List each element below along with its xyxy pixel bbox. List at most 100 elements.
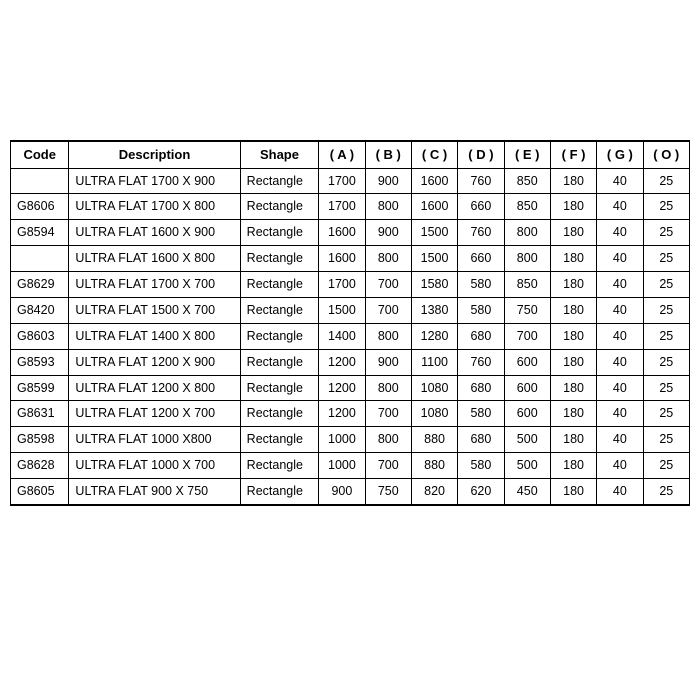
table-row: G8628ULTRA FLAT 1000 X 700Rectangle10007…: [11, 453, 690, 479]
header-F: ( F ): [550, 141, 596, 168]
cell-E: 600: [504, 375, 550, 401]
table-row: ULTRA FLAT 1600 X 800Rectangle1600800150…: [11, 246, 690, 272]
cell-A: 1700: [319, 272, 365, 298]
cell-D: 620: [458, 479, 504, 505]
cell-G: 40: [597, 297, 643, 323]
cell-desc: ULTRA FLAT 1000 X800: [69, 427, 240, 453]
cell-E: 850: [504, 194, 550, 220]
header-E: ( E ): [504, 141, 550, 168]
cell-D: 580: [458, 401, 504, 427]
cell-F: 180: [550, 453, 596, 479]
cell-A: 1500: [319, 297, 365, 323]
cell-C: 1600: [411, 168, 457, 194]
cell-desc: ULTRA FLAT 1200 X 900: [69, 349, 240, 375]
cell-B: 800: [365, 246, 411, 272]
cell-C: 1100: [411, 349, 457, 375]
table-row: G8603ULTRA FLAT 1400 X 800Rectangle14008…: [11, 323, 690, 349]
cell-F: 180: [550, 349, 596, 375]
cell-B: 800: [365, 375, 411, 401]
cell-A: 1400: [319, 323, 365, 349]
cell-G: 40: [597, 453, 643, 479]
cell-E: 850: [504, 272, 550, 298]
cell-D: 580: [458, 297, 504, 323]
cell-desc: ULTRA FLAT 1700 X 900: [69, 168, 240, 194]
cell-B: 700: [365, 453, 411, 479]
header-G: ( G ): [597, 141, 643, 168]
cell-shape: Rectangle: [240, 427, 319, 453]
cell-code: G8629: [11, 272, 69, 298]
cell-code: G8593: [11, 349, 69, 375]
cell-shape: Rectangle: [240, 453, 319, 479]
header-desc: Description: [69, 141, 240, 168]
cell-shape: Rectangle: [240, 375, 319, 401]
cell-desc: ULTRA FLAT 1200 X 800: [69, 375, 240, 401]
cell-B: 800: [365, 323, 411, 349]
cell-desc: ULTRA FLAT 1700 X 800: [69, 194, 240, 220]
cell-code: G8598: [11, 427, 69, 453]
cell-A: 1600: [319, 246, 365, 272]
cell-O: 25: [643, 323, 689, 349]
cell-A: 1000: [319, 453, 365, 479]
cell-desc: ULTRA FLAT 1600 X 900: [69, 220, 240, 246]
cell-shape: Rectangle: [240, 220, 319, 246]
cell-shape: Rectangle: [240, 401, 319, 427]
cell-code: G8606: [11, 194, 69, 220]
cell-shape: Rectangle: [240, 323, 319, 349]
cell-D: 660: [458, 194, 504, 220]
cell-desc: ULTRA FLAT 1600 X 800: [69, 246, 240, 272]
table-row: ULTRA FLAT 1700 X 900Rectangle1700900160…: [11, 168, 690, 194]
cell-O: 25: [643, 479, 689, 505]
cell-F: 180: [550, 479, 596, 505]
cell-B: 900: [365, 168, 411, 194]
cell-G: 40: [597, 349, 643, 375]
cell-shape: Rectangle: [240, 168, 319, 194]
cell-B: 700: [365, 297, 411, 323]
cell-desc: ULTRA FLAT 1000 X 700: [69, 453, 240, 479]
cell-code: G8603: [11, 323, 69, 349]
header-row: CodeDescriptionShape( A )( B )( C )( D )…: [11, 141, 690, 168]
cell-G: 40: [597, 246, 643, 272]
cell-D: 660: [458, 246, 504, 272]
cell-A: 1000: [319, 427, 365, 453]
cell-code: G8594: [11, 220, 69, 246]
cell-G: 40: [597, 427, 643, 453]
table-head: CodeDescriptionShape( A )( B )( C )( D )…: [11, 141, 690, 168]
cell-O: 25: [643, 168, 689, 194]
cell-C: 1080: [411, 375, 457, 401]
header-C: ( C ): [411, 141, 457, 168]
cell-code: [11, 246, 69, 272]
table-row: G8629ULTRA FLAT 1700 X 700Rectangle17007…: [11, 272, 690, 298]
cell-O: 25: [643, 272, 689, 298]
header-A: ( A ): [319, 141, 365, 168]
table-row: G8420ULTRA FLAT 1500 X 700Rectangle15007…: [11, 297, 690, 323]
cell-D: 580: [458, 453, 504, 479]
cell-B: 700: [365, 401, 411, 427]
cell-desc: ULTRA FLAT 1500 X 700: [69, 297, 240, 323]
table-row: G8594ULTRA FLAT 1600 X 900Rectangle16009…: [11, 220, 690, 246]
cell-A: 1200: [319, 401, 365, 427]
cell-O: 25: [643, 246, 689, 272]
cell-F: 180: [550, 401, 596, 427]
cell-code: G8599: [11, 375, 69, 401]
cell-C: 1500: [411, 220, 457, 246]
header-B: ( B ): [365, 141, 411, 168]
cell-B: 900: [365, 349, 411, 375]
cell-code: G8420: [11, 297, 69, 323]
cell-G: 40: [597, 272, 643, 298]
header-code: Code: [11, 141, 69, 168]
cell-F: 180: [550, 297, 596, 323]
cell-F: 180: [550, 323, 596, 349]
cell-shape: Rectangle: [240, 349, 319, 375]
cell-E: 600: [504, 349, 550, 375]
cell-E: 500: [504, 427, 550, 453]
cell-F: 180: [550, 427, 596, 453]
cell-C: 880: [411, 453, 457, 479]
header-shape: Shape: [240, 141, 319, 168]
table-row: G8598ULTRA FLAT 1000 X800Rectangle100080…: [11, 427, 690, 453]
cell-C: 880: [411, 427, 457, 453]
cell-code: [11, 168, 69, 194]
cell-D: 680: [458, 323, 504, 349]
cell-A: 1600: [319, 220, 365, 246]
cell-B: 900: [365, 220, 411, 246]
cell-G: 40: [597, 220, 643, 246]
